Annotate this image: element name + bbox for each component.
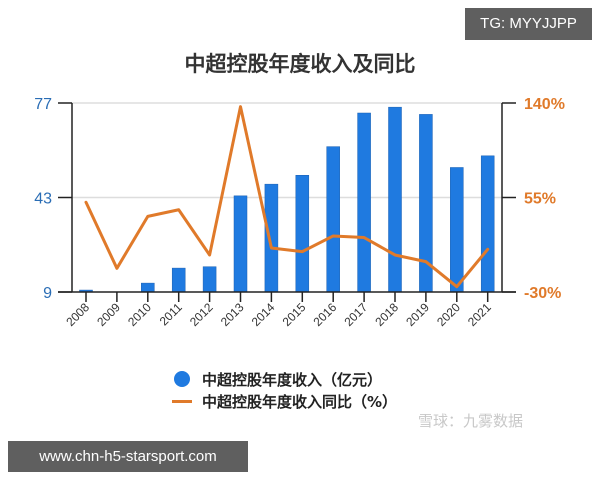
chart-plot: 2008 2009 2010 2011 2012 2013 2014 2015 2016 2017… <box>34 96 565 329</box>
bar-2014 <box>264 183 279 293</box>
legend-item-yoy: 中超控股年度收入同比（%） <box>165 390 397 412</box>
bar-2018 <box>388 106 402 293</box>
legend-item-revenue: 中超控股年度收入（亿元） <box>165 368 397 390</box>
right-axis-tick-label: 55% <box>524 191 556 208</box>
x-tick-label: 2019 <box>403 300 432 329</box>
right-axis-tick-label: 140% <box>524 96 565 113</box>
legend-line-icon <box>172 399 192 403</box>
bar-2017 <box>357 112 371 293</box>
bar-2010 <box>141 282 155 293</box>
telegram-badge: TG: MYYJJPP <box>465 8 592 40</box>
yoy-line <box>84 105 490 289</box>
x-tick-label: 2008 <box>63 300 92 329</box>
left-axis-tick-label: 43 <box>34 191 52 208</box>
left-axis-tick-label: 9 <box>43 285 52 302</box>
legend-label-yoy: 中超控股年度收入同比（%） <box>202 392 398 411</box>
x-tick-label: 2020 <box>434 300 463 329</box>
legend-label-revenue: 中超控股年度收入（亿元） <box>202 370 383 389</box>
x-tick-label: 2012 <box>187 300 216 329</box>
bar-2016 <box>326 146 340 293</box>
x-tick-label: 2011 <box>157 300 185 328</box>
x-tick-label: 2015 <box>280 300 309 329</box>
x-tick-label: 2013 <box>218 300 247 329</box>
legend-circle-icon <box>174 371 190 387</box>
bar-2020 <box>450 167 464 293</box>
bar-2013 <box>233 195 248 293</box>
bar-2021 <box>480 155 495 293</box>
bar-2011 <box>171 267 186 293</box>
x-tick-label: 2017 <box>341 300 370 329</box>
right-axis-tick-label: -30% <box>524 285 561 302</box>
left-axis-tick-label: 77 <box>34 96 52 113</box>
x-tick-label: 2018 <box>372 300 401 329</box>
bar-2012 <box>202 266 217 293</box>
bar-2015 <box>295 175 310 293</box>
x-tick-label: 2009 <box>94 300 123 329</box>
x-tick-label: 2016 <box>311 300 340 329</box>
x-tick-label: 2014 <box>249 300 278 329</box>
gridlines <box>72 102 502 199</box>
chart-title: 中超控股年度收入及同比 <box>184 52 416 76</box>
axes <box>58 102 516 302</box>
x-tick-label: 2021 <box>465 300 494 329</box>
x-tick-label: 2010 <box>125 300 154 329</box>
revenue-bars <box>79 106 495 293</box>
url-badge: www.chn-h5-starsport.com <box>8 441 248 472</box>
watermark: 雪球：九雾数据 <box>418 412 524 430</box>
legend: 中超控股年度收入（亿元） 中超控股年度收入同比（%） <box>165 368 397 412</box>
yoy-polyline <box>84 105 490 289</box>
